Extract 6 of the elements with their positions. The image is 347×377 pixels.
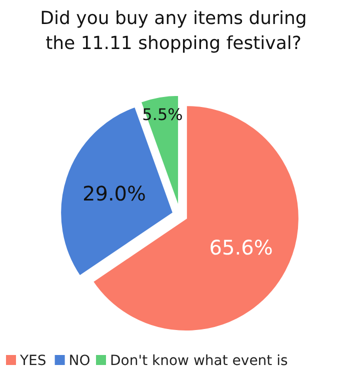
data-label: 29.0% — [82, 182, 146, 206]
chart-title: Did you buy any items during the 11.11 shopping festival? — [40, 8, 307, 54]
legend-label: Don't know what event is — [110, 353, 288, 369]
legend-label: NO — [68, 353, 90, 369]
legend-label: YES — [19, 353, 46, 369]
data-label: 65.6% — [209, 235, 273, 260]
